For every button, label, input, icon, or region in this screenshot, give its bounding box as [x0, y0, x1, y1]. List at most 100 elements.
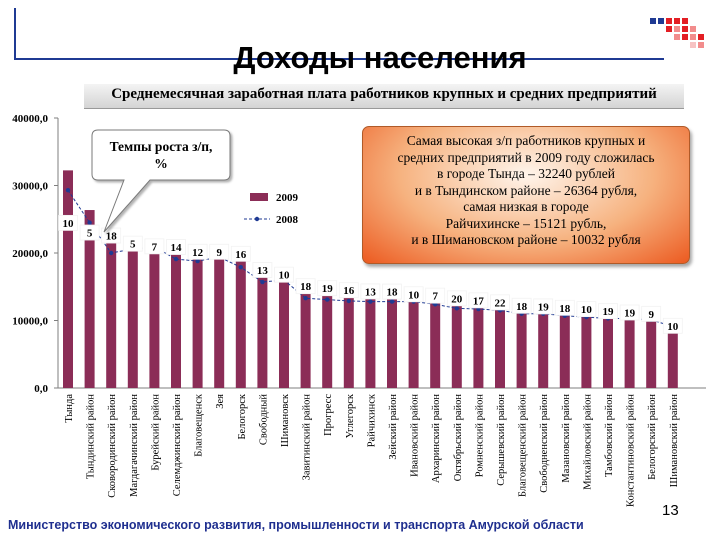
category-label: Прогресс: [323, 394, 334, 436]
y-tick-label: 0,0: [34, 383, 48, 395]
growth-rate-box: [662, 317, 683, 334]
category-label: Серышевский район: [496, 394, 507, 486]
category-label: Сковородинский район: [107, 394, 118, 498]
category-label: Константиновский район: [626, 394, 637, 507]
growth-rate-label: 19: [322, 283, 334, 295]
category-label: Свободненский район: [539, 394, 550, 493]
growth-rate-label: 5: [130, 239, 136, 251]
point-2008: [389, 299, 395, 304]
y-tick-label: 10000,0: [12, 316, 48, 328]
point-2008: [325, 297, 330, 302]
growth-rate-label: 7: [432, 291, 438, 303]
growth-rate-label: 18: [106, 231, 118, 243]
chart-subtitle: Среднемесячная заработная плата работник…: [111, 86, 657, 102]
point-2008: [303, 296, 308, 301]
bar-2009: [516, 300, 527, 388]
growth-rate-box: [144, 238, 165, 255]
footer-ministry: Министерство экономического развития, пр…: [8, 518, 584, 532]
growth-rate-box: [446, 290, 467, 307]
bar-2009: [473, 294, 484, 388]
bar-2009: [63, 170, 73, 388]
category-label: Мазановский район: [561, 394, 572, 483]
growth-rate-label: 19: [603, 306, 615, 318]
growth-callout-line-1: Темпы роста з/п,: [109, 139, 213, 154]
bar-2009: [387, 286, 397, 388]
bar-2009: [192, 246, 203, 388]
growth-rate-box: [187, 243, 208, 260]
bar-2009: [322, 282, 333, 388]
category-label: Михайловский район: [582, 394, 593, 490]
growth-rate-box: [576, 301, 597, 318]
subtitle-banner: [84, 84, 684, 109]
note-line: средних предприятий в 2009 году сложилас…: [397, 149, 655, 165]
growth-rate-box: [533, 298, 554, 315]
bar-2009: [235, 248, 246, 388]
category-label: Магдагачинский район: [129, 394, 140, 497]
bar-2009: [84, 210, 95, 388]
bar-2009: [257, 264, 268, 388]
note-line: Райчихинске – 15121 рубль,: [445, 215, 607, 231]
category-label: Свободный: [258, 394, 269, 445]
growth-rate-box: [209, 243, 230, 260]
growth-rate-box: [274, 266, 294, 283]
category-label: Белогорский район: [647, 394, 658, 480]
summary-note-box: Самая высокая з/п работников крупных и с…: [362, 126, 690, 264]
point-2008: [65, 188, 71, 193]
category-label: Тамбовский район: [604, 394, 615, 477]
growth-rate-label: 10: [279, 270, 291, 282]
y-tick-label: 30000,0: [12, 181, 48, 193]
growth-rate-label: 16: [235, 249, 247, 261]
growth-rate-label: 19: [538, 301, 550, 313]
bar-2009: [581, 303, 592, 388]
category-label: Ивановский район: [410, 394, 421, 477]
point-2008: [238, 264, 243, 270]
category-label: Шимановск: [280, 393, 291, 447]
header-horizontal-rule: [14, 58, 664, 60]
bar-2009: [646, 308, 657, 388]
point-2008: [195, 258, 200, 264]
growth-rate-label: 22: [495, 297, 507, 309]
growth-rate-box: [295, 278, 316, 295]
growth-rate-box: [425, 287, 446, 304]
category-label: Зея: [215, 394, 226, 409]
growth-rate-label: 10: [667, 321, 679, 333]
legend-marker-2008: [254, 216, 260, 222]
growth-rate-label: 16: [343, 285, 355, 297]
growth-rate-box: [58, 214, 78, 231]
growth-rate-label: 10: [408, 289, 420, 301]
growth-rate-box: [403, 286, 424, 303]
growth-rate-label: 13: [257, 265, 269, 277]
point-2008: [454, 306, 459, 311]
growth-rate-box: [382, 283, 402, 300]
growth-rate-label: 18: [559, 303, 571, 315]
growth-rate-box: [360, 283, 381, 300]
growth-rate-label: 13: [365, 286, 377, 298]
growth-rate-box: [598, 303, 618, 320]
bar-2009: [538, 300, 549, 388]
growth-rate-label: 9: [216, 247, 222, 259]
note-line: Самая высокая з/п работников крупных и: [406, 133, 646, 148]
bar-2009: [365, 285, 376, 388]
growth-rate-box: [468, 292, 489, 309]
category-label: Благовещенский район: [518, 394, 529, 497]
growth-rate-box: [122, 235, 143, 252]
note-line: и в Тындинском районе – 26364 рубля,: [414, 182, 638, 198]
category-label: Тындинский район: [86, 394, 97, 480]
bar-2009: [214, 246, 225, 388]
growth-callout-text: Темпы роста з/п, %: [92, 138, 230, 172]
bar-2009: [667, 320, 678, 388]
category-label: Тында: [64, 394, 75, 423]
growth-rate-box: [641, 305, 662, 322]
growth-rate-box: [166, 239, 186, 255]
growth-rate-label: 18: [387, 287, 399, 299]
legend-label-2009: 2009: [276, 192, 299, 204]
growth-callout-line-2: %: [154, 156, 168, 171]
point-2008: [87, 220, 92, 225]
growth-rate-label: 20: [451, 293, 463, 305]
bar-2009: [430, 290, 441, 388]
category-label: Шимановский район: [669, 394, 680, 488]
note-line: самая низкая в городе: [463, 199, 589, 214]
bar-2009: [603, 305, 613, 388]
legend-swatch-2009: [250, 193, 268, 201]
